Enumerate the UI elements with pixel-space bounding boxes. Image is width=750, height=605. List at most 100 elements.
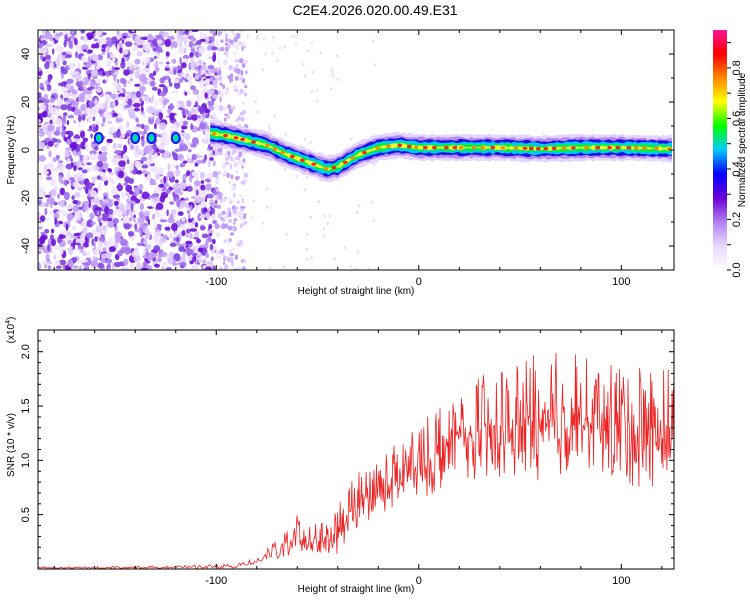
noise-speckle [168,232,173,239]
noise-speckle [222,106,227,111]
noise-speckle [185,43,188,48]
noise-speckle [96,160,104,168]
noise-speckle [326,222,329,226]
noise-speckle [171,90,179,94]
noise-speckle [102,173,108,182]
noise-speckle [172,258,176,267]
noise-speckle [182,173,187,181]
noise-speckle [67,239,72,245]
noise-speckle [273,114,276,118]
noise-speckle [224,161,230,165]
noise-speckle [117,155,122,160]
noise-speckle [95,30,102,37]
signal-peak [458,146,464,150]
noise-speckle [142,44,150,51]
noise-speckle [174,148,180,152]
noise-speckle [201,158,206,164]
noise-speckle [133,107,140,112]
noise-speckle [231,227,236,232]
noise-speckle [70,106,76,112]
noise-speckle [217,147,223,154]
noise-speckle [78,206,83,210]
noise-speckle [141,164,149,169]
noise-speckle [72,199,78,205]
noise-speckle [240,205,245,209]
noise-speckle [224,152,228,158]
noise-speckle [58,166,66,172]
noise-speckle [164,67,170,71]
noise-speckle [232,208,235,215]
noise-speckle [193,188,196,197]
noise-speckle [113,200,119,206]
noise-speckle [159,237,165,244]
noise-speckle [190,61,198,70]
noise-speckle [212,150,216,156]
noise-speckle [48,150,52,158]
noise-speckle [122,79,127,85]
noise-speckle [144,244,152,250]
noise-speckle [153,245,161,252]
noise-speckle [154,170,158,175]
noise-speckle [71,142,78,151]
noise-speckle [233,218,238,222]
noise-speckle [156,202,164,210]
noise-speckle [143,210,151,216]
noise-speckle [151,94,155,102]
noise-speckle [133,255,141,263]
noise-speckle [50,94,56,100]
noise-speckle [190,35,195,43]
noise-speckle [207,207,211,212]
noise-speckle [105,37,112,41]
noise-speckle [73,120,77,124]
noise-speckle [174,230,178,239]
signal-peak [331,166,337,170]
noise-speckle [66,204,74,210]
noise-speckle [276,59,279,63]
noise-speckle [149,80,156,87]
noise-speckle [223,196,228,200]
noise-speckle [192,89,200,95]
noise-speckle [185,197,189,201]
noise-speckle [86,219,94,228]
noise-speckle [235,68,241,75]
noise-speckle [214,84,218,89]
noise-speckle [106,139,113,144]
noise-speckle [222,217,226,223]
noise-speckle [163,176,167,184]
noise-speckle [242,42,245,46]
noise-speckle [197,106,205,113]
noise-speckle [125,41,133,47]
noise-speckle [355,267,358,270]
noise-speckle [216,176,219,180]
noise-speckle [149,144,154,151]
noise-speckle [194,173,200,181]
noise-speckle [169,201,175,205]
spectrogram-y-tick-label: -40 [20,238,32,254]
colorbar-gradient [713,30,727,270]
noise-speckle [177,46,185,54]
noise-speckle [123,83,127,88]
noise-speckle [115,130,121,138]
noise-speckle [236,176,241,179]
noise-speckle [236,211,242,215]
noise-speckle [101,51,106,55]
snr-y-multiplier: (x104) [5,317,17,344]
noise-speckle [176,100,184,105]
noise-speckle [40,215,46,223]
noise-speckle [47,238,51,245]
noise-speckle [38,132,41,136]
spectrogram-panel: -100 0 100 -40 -20 0 20 40 Height of straight l… [6,29,675,297]
noise-speckle [49,116,55,121]
spectrogram-plot-area [38,30,672,270]
signal-peak [615,146,621,150]
noise-speckle [178,30,184,36]
noise-speckle [122,98,126,106]
noise-speckle [110,178,115,185]
noise-speckle [189,205,193,210]
noise-speckle [77,75,83,79]
snr-series-line [38,352,674,569]
noise-speckle [47,265,51,270]
noise-speckle [52,157,57,163]
snr-x-tick-label: -100 [205,575,227,587]
noise-speckle [154,222,158,230]
